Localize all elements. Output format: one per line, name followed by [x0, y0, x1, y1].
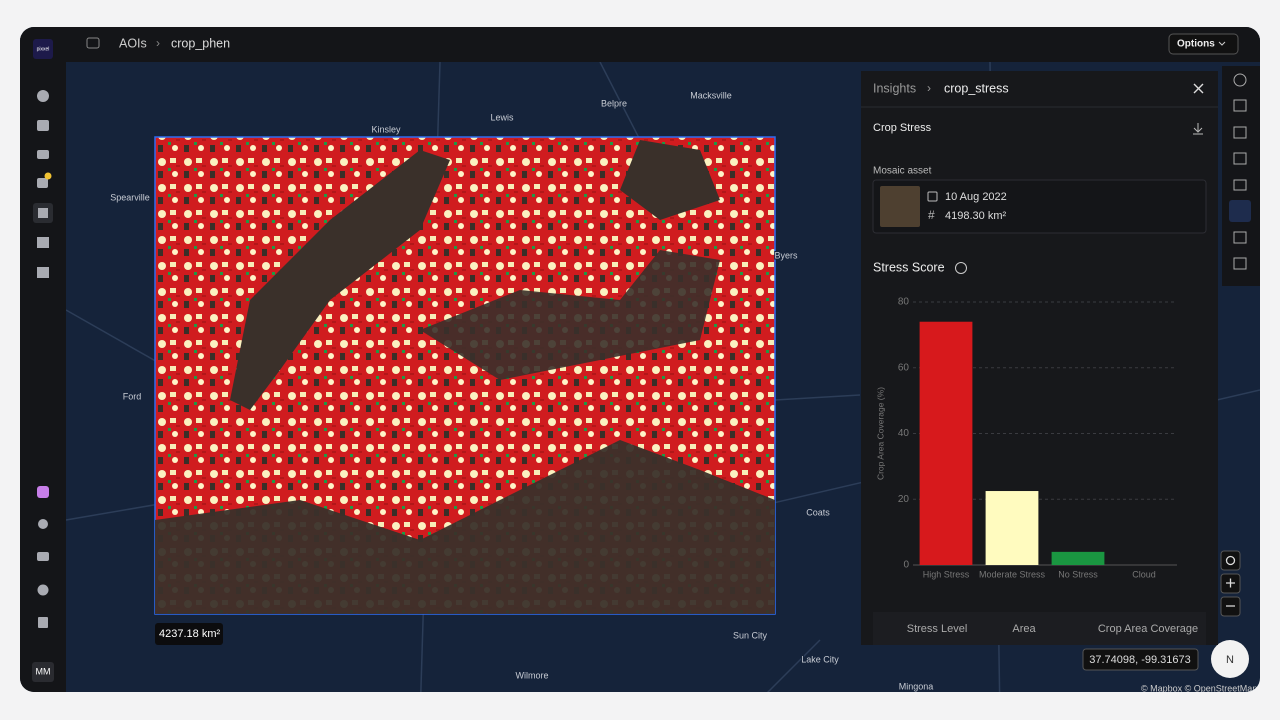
y-tick-label: 60: [898, 362, 910, 373]
bar: [1051, 551, 1105, 565]
sidebar-icons: [33, 90, 53, 628]
tool-icon[interactable]: [1233, 179, 1247, 191]
nav-icon[interactable]: [37, 90, 49, 102]
asset-heading: Mosaic asset: [873, 166, 932, 177]
close-button[interactable]: [1193, 83, 1204, 94]
place-label: Belpre: [601, 98, 627, 108]
place-label: Sun City: [733, 630, 768, 640]
x-tick-label: Moderate Stress: [979, 569, 1046, 579]
panel-breadcrumb-current: crop_stress: [944, 81, 1009, 95]
chevron: [1218, 41, 1226, 46]
nav-icon[interactable]: [37, 178, 48, 188]
tool-icon[interactable]: [1233, 257, 1247, 270]
nav-icon[interactable]: [38, 519, 48, 529]
place-label: Macksville: [690, 90, 732, 100]
nav-icon[interactable]: [37, 486, 49, 498]
sidebar: [20, 27, 66, 692]
tool-icon-active[interactable]: [1229, 200, 1251, 222]
x-tick-label: No Stress: [1058, 569, 1098, 579]
y-tick-label: 40: [898, 428, 910, 439]
toolbar-icons: [1229, 73, 1251, 270]
place-label: Ford: [123, 391, 142, 401]
zoom-icons: [1225, 555, 1236, 607]
place-label: Mingona: [899, 681, 934, 691]
table-header-cell: Crop Area Coverage: [1098, 623, 1198, 635]
tool-icon[interactable]: [1233, 152, 1247, 165]
avatar-label: MM: [36, 666, 51, 676]
breadcrumb-sep: ›: [156, 36, 160, 50]
avatar[interactable]: [32, 662, 54, 682]
nav-icon[interactable]: [37, 267, 49, 278]
info-icon[interactable]: [955, 262, 967, 274]
nav-icon[interactable]: [38, 208, 48, 218]
coordinates-box: [1082, 648, 1199, 671]
asset-date: 10 Aug 2022: [945, 191, 1007, 203]
area-badge: [155, 623, 223, 645]
place-label: Coats: [806, 507, 830, 517]
place-label: Lake City: [801, 654, 839, 664]
x-tick-label: High Stress: [923, 569, 970, 579]
calendar-icon: [927, 191, 938, 202]
sidebar-toggle[interactable]: [86, 37, 100, 49]
breadcrumb-current: crop_phen: [171, 36, 230, 50]
place-label: Kinsley: [371, 124, 401, 134]
tool-icon[interactable]: [1233, 126, 1247, 139]
place-label: Byers: [774, 250, 798, 260]
nav-icon[interactable]: [37, 150, 49, 159]
bar: [985, 491, 1039, 565]
logo-box[interactable]: [33, 39, 53, 59]
nav-icon[interactable]: [37, 120, 49, 131]
stress-chart: 0 20 40 60 80 Crop Area Coverage (%) High Stre…: [875, 297, 1177, 579]
insights-panel: [861, 71, 1218, 645]
locate-button[interactable]: [1220, 550, 1241, 571]
download-button[interactable]: [1193, 123, 1203, 135]
tool-icon[interactable]: [1233, 99, 1247, 112]
bar: [919, 321, 973, 565]
options-button[interactable]: [1168, 33, 1239, 55]
tool-icon[interactable]: [1233, 73, 1247, 87]
table-header-cell: Area: [1012, 623, 1036, 635]
section-title: Crop Stress: [873, 122, 932, 134]
table-header: [873, 612, 1206, 645]
map-labels: Kinsley Lewis Belpre Macksville Spearville By…: [109, 89, 934, 692]
y-tick-label: 80: [898, 297, 910, 308]
asset-card[interactable]: [872, 179, 1207, 234]
panel-breadcrumb-root[interactable]: Insights: [873, 81, 916, 95]
place-label: Spearville: [110, 192, 150, 202]
stress-score-title: Stress Score: [873, 260, 945, 274]
x-tick-label: Cloud: [1132, 569, 1156, 579]
nav-icon[interactable]: [38, 617, 48, 628]
badge: [44, 172, 52, 180]
app: Kinsley Lewis Belpre Macksville Spearville By…: [20, 27, 1260, 693]
attribution: © Mapbox © OpenStreetMap: [1141, 683, 1257, 693]
nav-icon[interactable]: [37, 552, 49, 561]
y-axis-label: Crop Area Coverage (%): [875, 387, 885, 480]
hash-icon: #: [928, 208, 935, 222]
table-header-cell: Stress Level: [907, 623, 968, 635]
compass[interactable]: [1211, 640, 1249, 678]
breadcrumb-root[interactable]: AOIs: [119, 36, 147, 50]
y-tick-label: 0: [903, 560, 909, 571]
compass-label: N: [1226, 654, 1234, 666]
asset-thumbnail: [880, 186, 920, 227]
area-label: 4237.18 km²: [159, 628, 220, 640]
nav-icon[interactable]: [37, 237, 49, 248]
logo: pixxel: [37, 46, 50, 52]
options-label: Options: [1177, 39, 1215, 50]
right-toolbar: [1222, 66, 1260, 286]
breadcrumb-sep: ›: [927, 81, 931, 95]
place-label: Wilmore: [516, 670, 549, 680]
coordinates: 37.74098, -99.31673: [1089, 654, 1191, 666]
nav-icon[interactable]: [37, 584, 49, 596]
asset-area: 4198.30 km²: [945, 210, 1006, 222]
tool-icon[interactable]: [1233, 231, 1247, 244]
raster-dark-areas: [155, 140, 775, 614]
y-tick-label: 20: [898, 494, 910, 505]
top-bar: [66, 27, 1260, 62]
place-label: Lewis: [490, 112, 514, 122]
